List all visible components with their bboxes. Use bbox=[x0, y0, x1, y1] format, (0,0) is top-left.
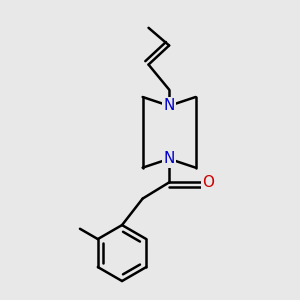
Text: N: N bbox=[164, 151, 175, 166]
Text: N: N bbox=[164, 98, 175, 113]
Text: O: O bbox=[202, 175, 214, 190]
